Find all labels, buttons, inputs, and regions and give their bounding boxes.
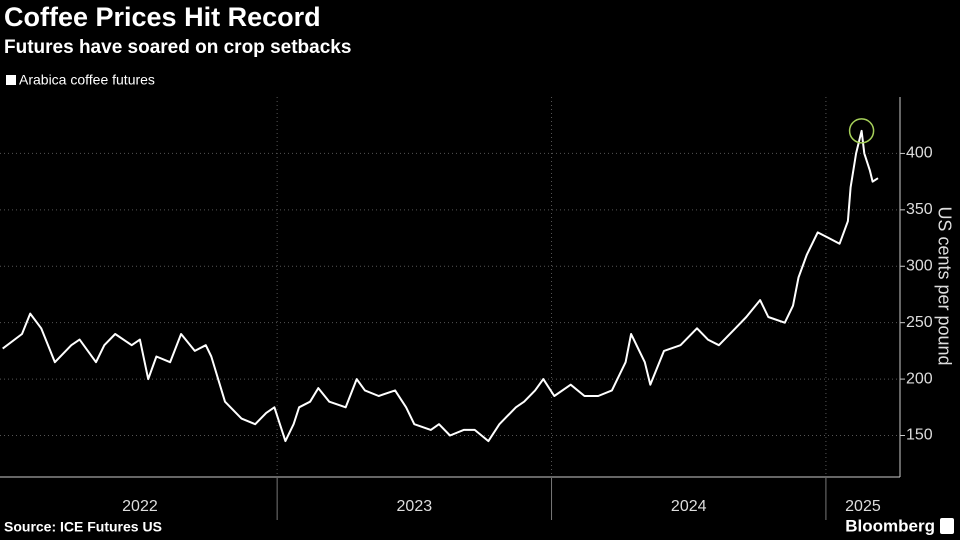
x-tick-label: 2023 [397,498,433,515]
legend-swatch [6,75,16,85]
x-tick-label: 2024 [671,498,707,515]
x-tick-label: 2025 [845,498,881,515]
chart-subtitle: Futures have soared on crop setbacks [4,37,351,58]
y-tick-label: 300 [906,257,933,274]
legend-label: Arabica coffee futures [19,72,155,88]
source: Source: ICE Futures US [4,519,162,535]
highlight-circle [848,118,875,144]
brand-icon [940,518,954,534]
chart-title: Coffee Prices Hit Record [4,2,321,32]
y-axis-label: US cents per pound [934,206,954,365]
y-tick-label: 250 [906,314,933,331]
y-tick-label: 350 [906,201,933,218]
x-tick-label: 2022 [122,498,158,515]
y-tick-label: 200 [906,370,933,387]
line [2,129,879,443]
y-tick-label: 150 [906,427,933,444]
y-tick-label: 400 [906,145,933,162]
brand: Bloomberg [845,516,935,535]
